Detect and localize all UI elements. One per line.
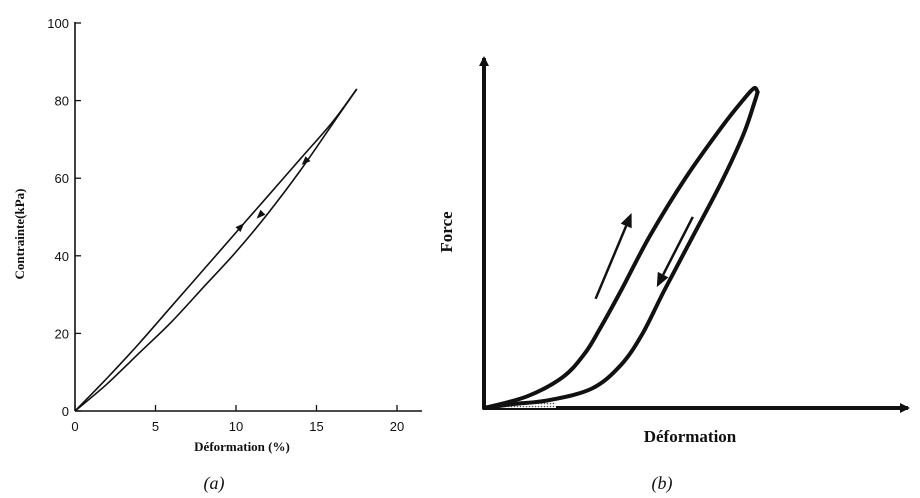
chart-a-ytick-label: 100	[47, 16, 69, 31]
chart-a-xlabel: Déformation (%)	[194, 439, 290, 454]
chart-a-series-unloading	[74, 88, 358, 412]
chart-a-ytick-label: 80	[55, 94, 69, 109]
chart-a-arrow-down	[301, 156, 311, 166]
chart-a-ylabel: Contrainte(kPa)	[12, 189, 27, 280]
chart-a-caption: (a)	[204, 473, 225, 494]
chart-b-caption: (b)	[652, 473, 673, 494]
chart-a-ytick-label: 20	[55, 326, 69, 341]
chart-a-xtick-label: 20	[390, 419, 404, 434]
chart-b-arrow-shaft-down	[662, 216, 694, 276]
chart-b-series-loading	[482, 86, 760, 410]
chart-a: 0 20 40 60 80 100 0 5 10 15 20 Déformation (%) Co…	[12, 16, 422, 494]
chart-b-arrow-head-down	[656, 271, 669, 288]
chart-a-ytick-label: 0	[62, 404, 69, 419]
chart-b-arrow-head-up	[620, 213, 632, 229]
chart-a-arrow-down	[256, 209, 266, 219]
chart-a-ytick-label: 40	[55, 249, 69, 264]
chart-b-ylabel: Force	[437, 211, 456, 253]
chart-b-xlabel: Déformation	[644, 427, 737, 446]
chart-a-xtick-label: 0	[71, 419, 78, 434]
chart-a-xtick-label: 5	[152, 419, 159, 434]
chart-b-series-unloading	[482, 90, 760, 410]
chart-a-series-loading	[74, 88, 358, 412]
chart-a-arrow-up	[235, 223, 245, 233]
chart-a-xtick-label: 15	[309, 419, 323, 434]
chart-a-ytick-label: 60	[55, 171, 69, 186]
chart-a-xtick-label: 10	[229, 419, 243, 434]
chart-b: Déformation Force (b)	[437, 56, 910, 494]
chart-b-arrow-shaft-up	[594, 225, 628, 300]
